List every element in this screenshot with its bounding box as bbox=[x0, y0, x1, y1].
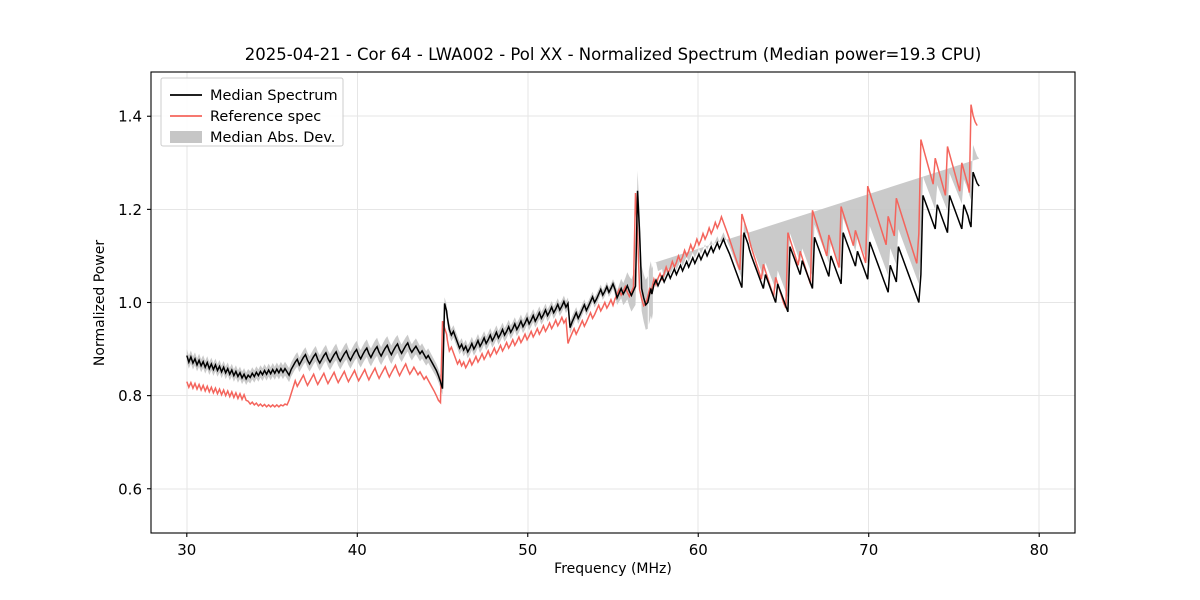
series-reference-spec bbox=[186, 104, 978, 408]
legend-entry[interactable]: Median Spectrum bbox=[170, 88, 338, 104]
x-tick-label: 70 bbox=[859, 541, 878, 559]
series-median-spectrum bbox=[186, 171, 980, 389]
x-tick-label: 50 bbox=[518, 541, 537, 559]
legend-label: Reference spec bbox=[210, 109, 321, 125]
legend-patch-swatch bbox=[170, 131, 202, 143]
legend-box bbox=[160, 77, 344, 147]
grid-lines bbox=[151, 72, 1075, 533]
y-axis-title: Normalized Power bbox=[92, 240, 108, 366]
y-tick-label: 0.6 bbox=[118, 480, 142, 498]
legend-label: Median Spectrum bbox=[210, 88, 338, 104]
legend[interactable]: Median Spectrum Reference spec Median Abs.… bbox=[160, 77, 344, 147]
x-tick-label: 80 bbox=[1030, 541, 1049, 559]
legend-label: Median Abs. Dev. bbox=[210, 130, 335, 146]
legend-entry[interactable]: Reference spec bbox=[170, 109, 321, 125]
y-tick-label: 1.4 bbox=[118, 108, 142, 126]
series-layer bbox=[186, 104, 980, 408]
x-tick-label: 60 bbox=[689, 541, 708, 559]
x-axis-title: Frequency (MHz) bbox=[554, 561, 672, 577]
x-tick-label: 40 bbox=[348, 541, 367, 559]
y-tick-label: 0.8 bbox=[118, 387, 142, 405]
y-tick-label: 1.2 bbox=[118, 201, 142, 219]
page-title: 2025-04-21 - Cor 64 - LWA002 - Pol XX - … bbox=[245, 45, 982, 64]
tick-labels-layer: 30 40 50 60 70 80 0.6 0.8 1.0 1.2 1.4 bbox=[118, 108, 1049, 559]
x-tick-label: 30 bbox=[177, 541, 196, 559]
legend-entry[interactable]: Median Abs. Dev. bbox=[170, 130, 335, 146]
y-tick-label: 1.0 bbox=[118, 294, 142, 312]
